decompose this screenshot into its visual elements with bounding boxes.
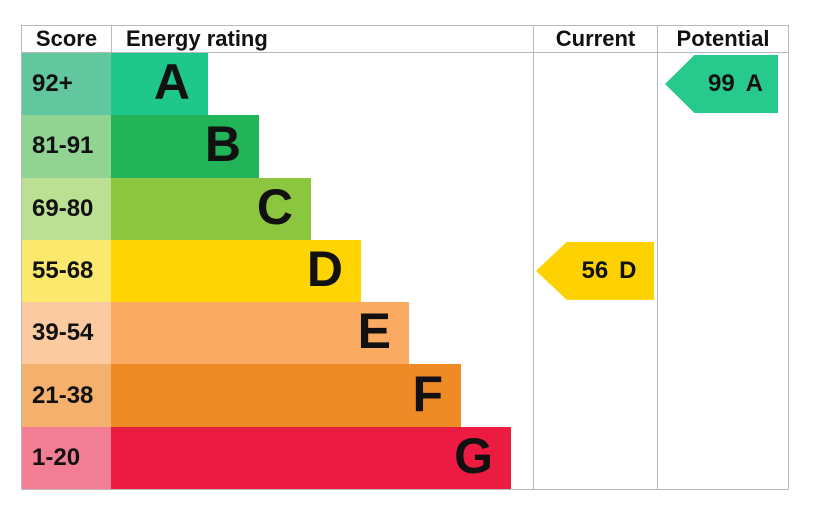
band-bar-f: F — [111, 364, 461, 427]
potential-column: 99 A — [657, 53, 788, 489]
current-column-header: Current — [533, 26, 657, 52]
bar-area-d: D — [111, 239, 533, 303]
bar-area-f: F — [111, 364, 533, 427]
band-row-g: 1-20 G — [22, 426, 533, 489]
band-letter-e: E — [357, 303, 391, 360]
current-rating-letter: D — [619, 256, 637, 284]
band-letter-b: B — [204, 116, 241, 173]
bar-area-g: G — [111, 426, 533, 489]
band-letter-f: F — [412, 365, 443, 422]
band-letter-c: C — [256, 178, 293, 235]
potential-rating-value: 99 — [707, 70, 735, 97]
band-bar-e: E — [111, 302, 409, 365]
band-bar-c: C — [111, 177, 311, 240]
score-range-d: 55-68 — [22, 239, 111, 303]
band-letter-d: D — [306, 240, 343, 297]
band-letter-g: G — [454, 427, 493, 484]
bar-area-b: B — [111, 115, 533, 178]
band-bar-a: A — [111, 53, 208, 116]
score-range-f: 21-38 — [22, 364, 111, 427]
potential-rating-letter: A — [745, 70, 764, 97]
bar-area-a: A — [111, 53, 533, 116]
band-row-c: 69-80 C — [22, 177, 533, 240]
score-range-g: 1-20 — [22, 426, 111, 489]
potential-column-header: Potential — [657, 26, 788, 52]
band-row-a: 92+ A — [22, 53, 533, 116]
score-range-c: 69-80 — [22, 177, 111, 240]
current-rating-arrow: 56 D — [536, 241, 654, 300]
potential-rating-arrow: 99 A — [665, 55, 778, 113]
band-bar-b: B — [111, 115, 259, 178]
bar-area-e: E — [111, 302, 533, 365]
epc-table: Score Energy rating Current Potential 92… — [21, 25, 789, 490]
score-range-e: 39-54 — [22, 302, 111, 365]
band-rows: 92+ A 81-91 B 69-80 C 55-68 D 39-54 E 21-38 F 1-20 G — [22, 53, 533, 489]
band-row-d: 55-68 D — [22, 239, 533, 303]
table-header-row: Score Energy rating Current Potential — [22, 26, 788, 53]
score-column-header: Score — [35, 26, 98, 51]
band-bar-g: G — [111, 426, 511, 489]
band-row-b: 81-91 B — [22, 115, 533, 178]
score-range-a: 92+ — [22, 53, 111, 116]
score-range-b: 81-91 — [22, 115, 111, 178]
band-row-f: 21-38 F — [22, 364, 533, 427]
current-column: 56 D — [533, 53, 657, 489]
band-bar-d: D — [111, 239, 361, 303]
current-rating-value: 56 — [581, 256, 609, 284]
table-body: 92+ A 81-91 B 69-80 C 55-68 D 39-54 E 21-38 F 1-20 G … — [22, 53, 788, 489]
band-letter-a: A — [153, 54, 190, 111]
energy-rating-column-header: Energy rating — [111, 26, 533, 52]
bar-area-c: C — [111, 177, 533, 240]
band-row-e: 39-54 E — [22, 302, 533, 365]
